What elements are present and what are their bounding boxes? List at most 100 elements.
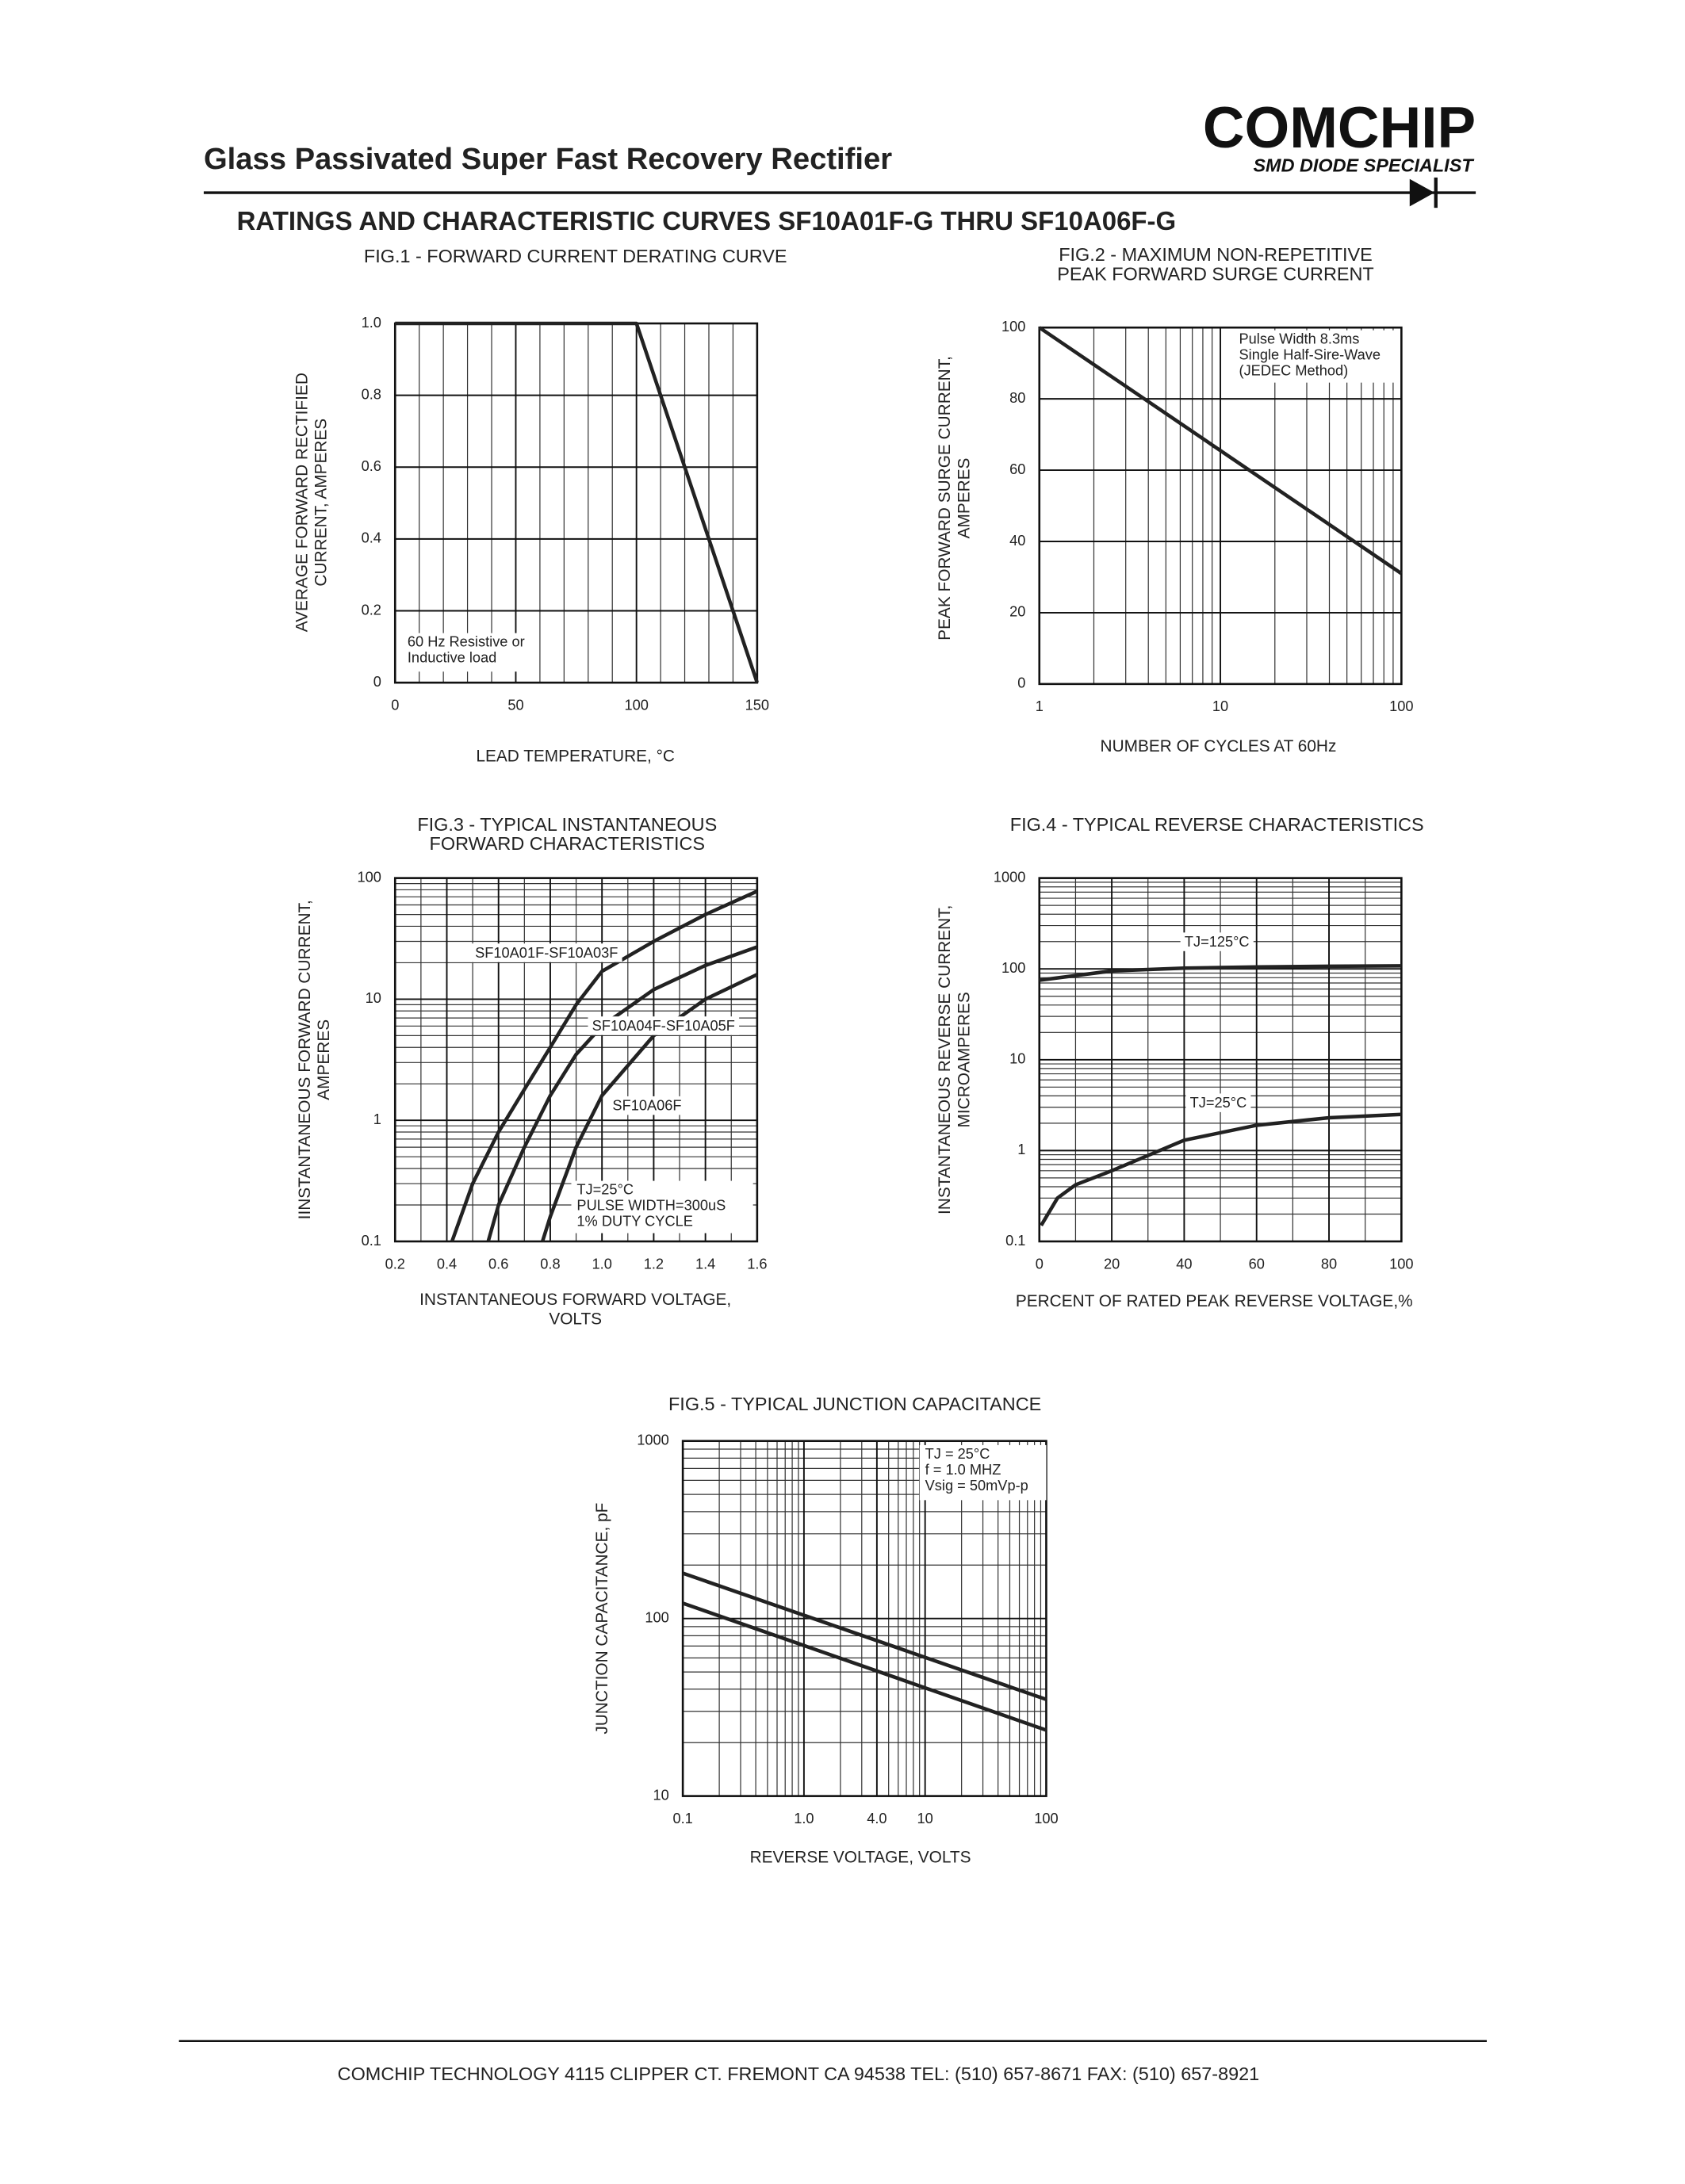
curve-label: SF10A06F — [612, 1098, 681, 1114]
x-tick-label: 60 — [1249, 1256, 1265, 1272]
x-tick-label: 1.6 — [747, 1256, 767, 1272]
curve — [682, 1601, 1047, 1732]
x-tick-label: 4.0 — [867, 1811, 887, 1826]
x-tick-label: 100 — [1034, 1811, 1058, 1826]
y-axis-label: PEAK FORWARD SURGE CURRENT, — [936, 356, 954, 641]
y-tick-label: 100 — [645, 1609, 668, 1625]
y-tick-label: 0.1 — [1005, 1233, 1025, 1249]
curve — [1039, 964, 1402, 982]
annotation: Vsig = 50mVp-p — [925, 1478, 1028, 1494]
x-axis-label: PERCENT OF RATED PEAK REVERSE VOLTAGE,% — [1016, 1292, 1413, 1310]
curve-label: TJ=125°C — [1185, 934, 1250, 950]
y-tick-label: 1000 — [637, 1432, 669, 1448]
plot-frame — [393, 877, 759, 1243]
curve — [541, 973, 758, 1242]
y-tick-label: 0 — [373, 674, 381, 690]
y-axis-label: INSTANTANEOUS REVERSE CURRENT, — [936, 905, 954, 1214]
figure-title: PEAK FORWARD SURGE CURRENT — [1057, 263, 1374, 284]
curve-label: SF10A01F-SF10A03F — [475, 945, 618, 961]
annotation: TJ = 25°C — [925, 1446, 990, 1462]
annotation: Inductive load — [408, 650, 496, 666]
y-axis-label: AVERAGE FORWARD RECTIFIED — [293, 373, 311, 632]
figure-title: FIG.1 - FORWARD CURRENT DERATING CURVE — [364, 246, 787, 266]
x-tick-label: 40 — [1176, 1256, 1192, 1272]
plot-frame — [393, 322, 759, 684]
plot-frame — [1038, 326, 1403, 686]
x-axis-label: LEAD TEMPERATURE, °C — [476, 747, 675, 765]
curve-label-bg — [1185, 1093, 1251, 1112]
x-tick-label: 10 — [917, 1811, 933, 1826]
y-tick-label: 1000 — [994, 869, 1026, 885]
curve-label-bg — [588, 1016, 740, 1035]
y-tick-label: 0.8 — [362, 386, 381, 402]
y-tick-label: 0.4 — [362, 530, 381, 546]
page-subtitle: RATINGS AND CHARACTERISTIC CURVES SF10A0… — [237, 206, 1177, 235]
figure-title: FIG.3 - TYPICAL INSTANTANEOUS — [417, 814, 717, 835]
y-axis-label: IINSTANTANEOUS FORWARD CURRENT, — [296, 900, 314, 1219]
curve-label-bg — [1180, 932, 1254, 951]
y-tick-label: 0.2 — [362, 602, 381, 618]
logo: COMCHIP — [1203, 96, 1476, 160]
y-tick-label: 100 — [1001, 960, 1025, 976]
y-axis-label: CURRENT, AMPERES — [312, 419, 331, 587]
y-tick-label: 0.6 — [362, 458, 381, 474]
y-tick-label: 0.1 — [362, 1233, 381, 1249]
x-axis-label: REVERSE VOLTAGE, VOLTS — [750, 1848, 971, 1866]
y-tick-label: 100 — [1001, 319, 1025, 335]
y-tick-label: 10 — [366, 990, 381, 1006]
annotation-box — [571, 1180, 753, 1234]
x-tick-label: 0.2 — [385, 1256, 405, 1272]
page-title: Glass Passivated Super Fast Recovery Rec… — [204, 142, 892, 176]
y-tick-label: 1.0 — [362, 315, 381, 331]
y-axis-label: AMPERES — [315, 1019, 333, 1100]
x-tick-label: 0.4 — [437, 1256, 457, 1272]
annotation-box — [1233, 330, 1396, 383]
x-tick-label: 100 — [1389, 1256, 1413, 1272]
x-axis-label: INSTANTANEOUS FORWARD VOLTAGE, — [419, 1291, 731, 1309]
footer: COMCHIP TECHNOLOGY 4115 CLIPPER CT. FREM… — [338, 2064, 1260, 2084]
annotation: TJ=25°C — [576, 1182, 634, 1198]
annotation: Pulse Width 8.3ms — [1239, 331, 1359, 347]
y-tick-label: 80 — [1009, 390, 1025, 406]
figure-title: FORWARD CHARACTERISTICS — [430, 833, 705, 854]
logo-tagline: SMD DIODE SPECIALIST — [1253, 155, 1474, 175]
x-tick-label: 0.8 — [540, 1256, 560, 1272]
plot-frame — [1038, 877, 1403, 1243]
y-tick-label: 10 — [1009, 1051, 1025, 1067]
curve — [450, 889, 758, 1242]
y-tick-label: 10 — [653, 1787, 668, 1803]
x-tick-label: 100 — [1389, 698, 1413, 714]
plot-frame — [681, 1440, 1047, 1797]
x-tick-label: 10 — [1212, 698, 1228, 714]
curve-label-bg — [608, 1096, 686, 1115]
annotation: Single Half-Sire-Wave — [1239, 347, 1381, 363]
diode-symbol — [1409, 178, 1435, 207]
curve — [1038, 326, 1403, 576]
annotation: PULSE WIDTH=300uS — [576, 1198, 726, 1214]
x-tick-label: 0.1 — [672, 1811, 692, 1826]
x-tick-label: 150 — [745, 697, 769, 713]
annotation: 60 Hz Resistive or — [408, 634, 525, 650]
annotation-box — [401, 633, 534, 672]
figure-title: FIG.2 - MAXIMUM NON-REPETITIVE — [1059, 244, 1373, 265]
y-axis-label: AMPERES — [955, 458, 974, 539]
x-tick-label: 0.6 — [488, 1256, 508, 1272]
y-tick-label: 0 — [1017, 675, 1025, 691]
y-tick-label: 60 — [1009, 461, 1025, 477]
x-tick-label: 1.0 — [794, 1811, 814, 1826]
x-tick-label: 1 — [1036, 698, 1044, 714]
y-axis-label: JUNCTION CAPACITANCE, pF — [593, 1503, 611, 1735]
annotation: (JEDEC Method) — [1239, 363, 1348, 379]
y-tick-label: 1 — [373, 1111, 381, 1127]
x-tick-label: 0 — [1036, 1256, 1044, 1272]
x-tick-label: 20 — [1104, 1256, 1120, 1272]
curve — [682, 1571, 1047, 1701]
y-tick-label: 40 — [1009, 533, 1025, 549]
x-tick-label: 1.0 — [592, 1256, 612, 1272]
y-tick-label: 100 — [357, 869, 381, 885]
figure-title: FIG.4 - TYPICAL REVERSE CHARACTERISTICS — [1010, 814, 1424, 835]
annotation-box — [919, 1444, 1047, 1501]
x-axis-label: VOLTS — [549, 1310, 602, 1328]
